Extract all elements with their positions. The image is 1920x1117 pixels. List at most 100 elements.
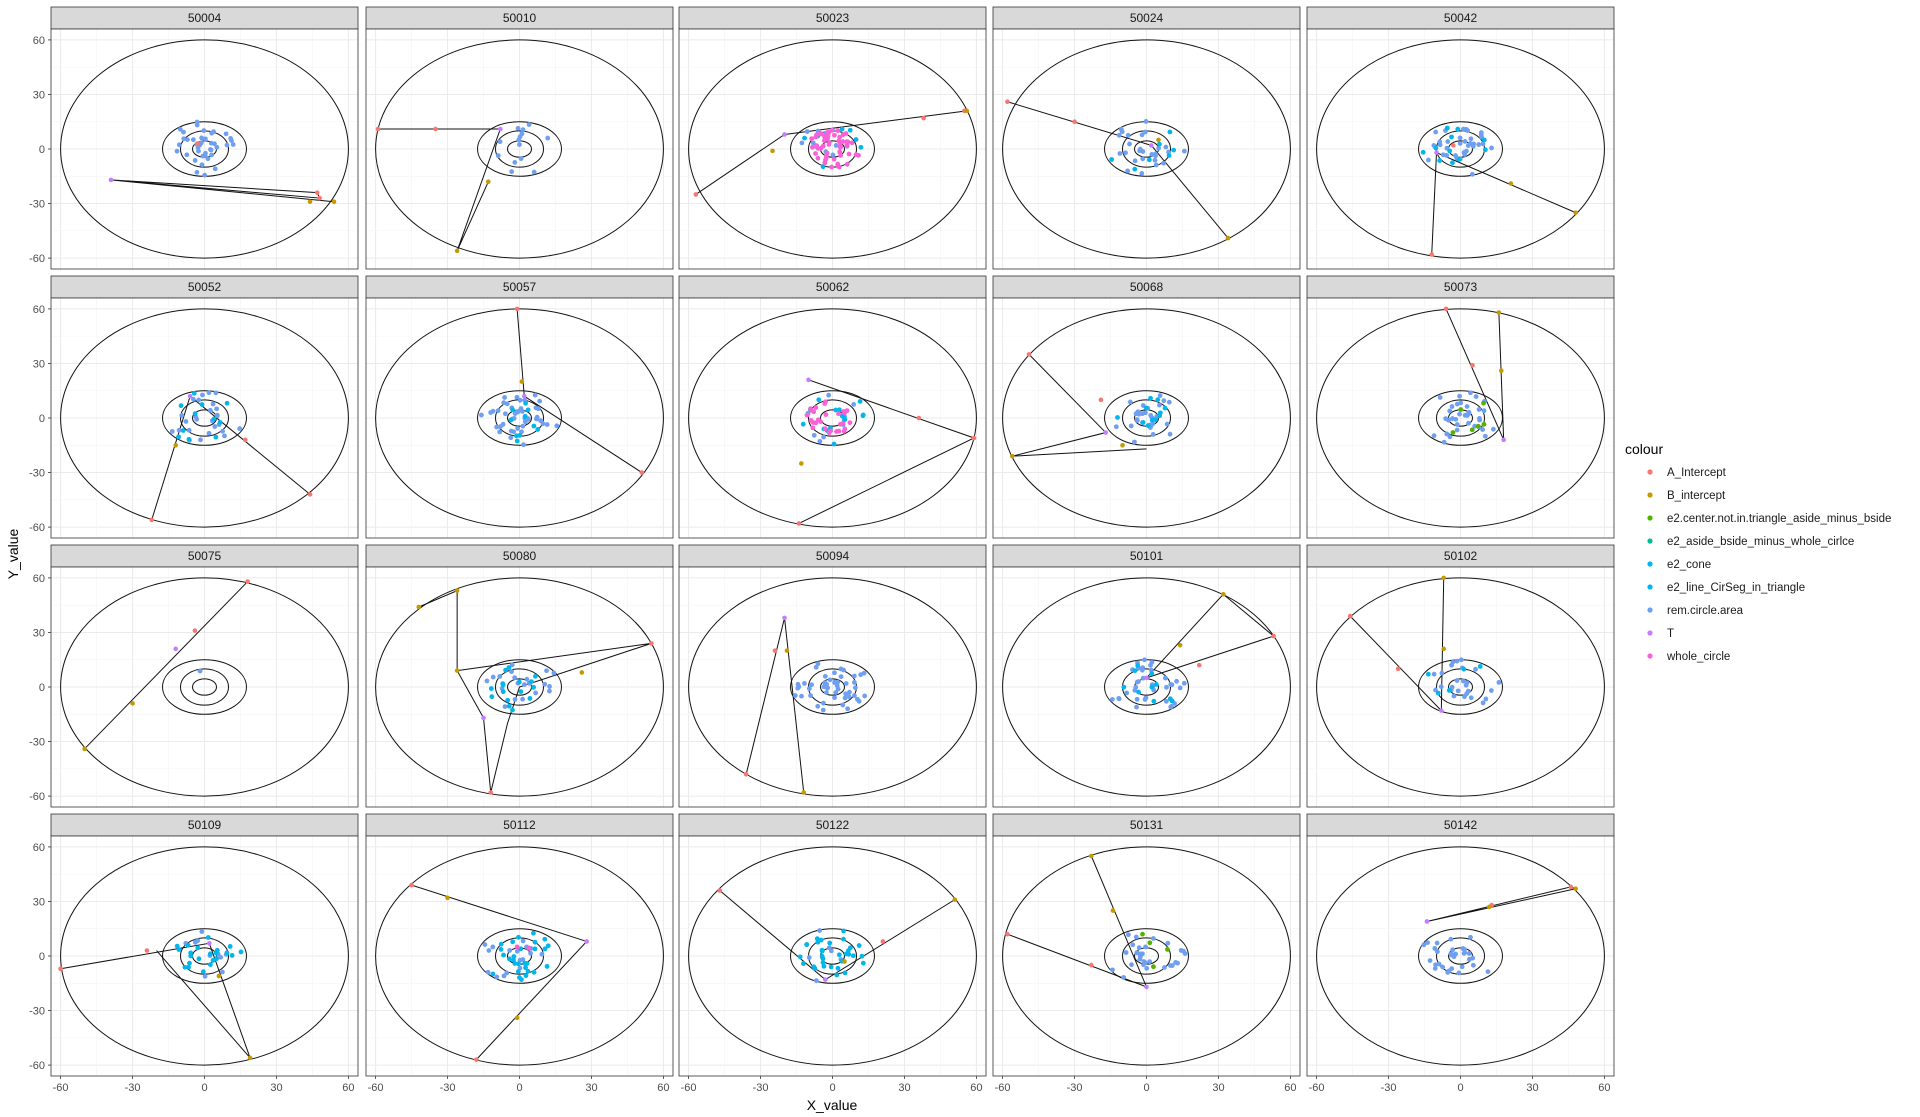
point-rem-circle-area <box>808 693 813 698</box>
legend-key <box>1647 653 1653 659</box>
point-a-intercept <box>971 435 977 441</box>
point-a-intercept <box>58 966 63 972</box>
point-rem-circle-area <box>813 978 819 984</box>
point-b-intercept <box>130 701 135 706</box>
x-tick-label: -30 <box>1067 1082 1083 1094</box>
point-rem-circle-area <box>1130 942 1136 948</box>
point-b-intercept <box>952 897 958 902</box>
point-rem-circle-area <box>1177 685 1183 691</box>
point-rem-circle-area <box>1425 157 1431 163</box>
point-rem-circle-area <box>494 974 500 980</box>
point-rem-circle-area <box>497 139 503 145</box>
point-e2-line-cirseg-in-triangle <box>525 407 531 413</box>
point-rem-circle-area <box>1480 141 1486 147</box>
point-rem-circle-area <box>1472 423 1478 429</box>
y-tick-label: 60 <box>33 304 45 316</box>
legend-label: T <box>1667 628 1674 640</box>
y-tick-label: -30 <box>29 468 45 480</box>
point-rem-circle-area <box>1447 434 1453 440</box>
point-rem-circle-area <box>845 706 851 712</box>
triangle-line <box>1012 354 1147 457</box>
point-a-intercept <box>307 492 313 497</box>
triangle-line <box>377 128 502 252</box>
point-whole-circle <box>818 419 823 424</box>
point-e2-line-cirseg-in-triangle <box>532 673 538 679</box>
x-tick-label: -60 <box>53 1082 69 1094</box>
point-rem-circle-area <box>191 396 196 402</box>
point-whole-circle <box>823 412 829 417</box>
circle-ring3 <box>1104 390 1189 446</box>
point-e2-cone <box>532 946 538 952</box>
point-b-intercept <box>445 895 450 901</box>
point-e2-line-cirseg-in-triangle <box>211 416 217 422</box>
point-a-intercept <box>1005 99 1010 105</box>
point-e2-cone <box>506 703 512 709</box>
point-rem-circle-area <box>1481 408 1487 414</box>
point-a-intercept <box>772 648 778 653</box>
circle-big <box>1002 846 1291 1066</box>
point-whole-circle <box>826 140 832 146</box>
point-rem-circle-area <box>826 392 832 398</box>
point-rem-circle-area <box>1440 964 1446 970</box>
point-rem-circle-area <box>174 148 180 154</box>
y-tick-label: 60 <box>33 842 45 854</box>
point-e2-cone <box>1145 423 1151 428</box>
point-rem-circle-area <box>1453 153 1458 158</box>
panel-border <box>1306 297 1615 539</box>
x-tick-label: -60 <box>681 1082 697 1094</box>
point-b-intercept <box>842 959 847 964</box>
point-rem-circle-area <box>508 435 514 441</box>
point-whole-circle <box>836 138 842 144</box>
point-a-intercept <box>474 1057 479 1062</box>
point-rem-circle-area <box>1449 684 1455 690</box>
point-rem-circle-area <box>1459 964 1465 970</box>
panel-50068: 50068 <box>992 275 1301 539</box>
point-rem-circle-area <box>846 694 852 700</box>
point-e2-line-cirseg-in-triangle <box>498 941 504 947</box>
point-t <box>173 646 179 652</box>
point-e2-cone <box>839 126 845 132</box>
point-rem-circle-area <box>554 423 560 429</box>
point-e2-line-cirseg-in-triangle <box>178 403 184 409</box>
point-rem-circle-area <box>1471 141 1477 147</box>
circle-ring3 <box>790 659 875 715</box>
point-rem-circle-area <box>1139 667 1145 673</box>
y-tick-label: 0 <box>39 144 45 156</box>
point-rem-circle-area <box>1480 427 1486 432</box>
point-a-intercept <box>192 628 198 633</box>
point-b-intercept <box>1441 575 1447 581</box>
y-tick-label: -30 <box>29 737 45 749</box>
point-e2-cone <box>517 433 523 438</box>
point-a-intercept <box>717 888 723 893</box>
point-whole-circle <box>831 156 837 162</box>
x-tick-label: 30 <box>585 1082 597 1094</box>
point-whole-circle <box>840 132 846 138</box>
point-rem-circle-area <box>1157 402 1162 408</box>
panel-border <box>1306 566 1615 808</box>
legend-label: rem.circle.area <box>1667 605 1744 617</box>
point-e2-line-cirseg-in-triangle <box>522 414 528 419</box>
point-a-intercept <box>1451 143 1456 148</box>
point-e2-line-cirseg-in-triangle <box>488 686 494 691</box>
point-e2-cone <box>510 407 515 413</box>
point-b-intercept <box>216 973 222 979</box>
point-rem-circle-area <box>211 129 216 135</box>
x-tick-label: -30 <box>440 1082 456 1094</box>
point-rem-circle-area <box>1437 395 1443 400</box>
point-rem-circle-area <box>1128 423 1134 429</box>
point-rem-circle-area <box>502 395 507 400</box>
point-e2-line-cirseg-in-triangle <box>501 952 506 958</box>
point-rem-circle-area <box>799 693 804 699</box>
point-whole-circle <box>821 138 827 143</box>
point-whole-circle <box>842 426 848 432</box>
point-e2-line-cirseg-in-triangle <box>500 689 506 695</box>
point-e2-cone <box>192 411 198 417</box>
point-rem-circle-area <box>199 162 205 168</box>
point-rem-circle-area <box>843 681 849 686</box>
point-rem-circle-area <box>495 408 501 414</box>
point-a-intercept <box>317 195 322 201</box>
point-rem-circle-area <box>497 429 503 435</box>
point-rem-circle-area <box>1465 688 1471 694</box>
point-whole-circle <box>815 155 821 161</box>
point-e2-cone <box>801 961 806 966</box>
